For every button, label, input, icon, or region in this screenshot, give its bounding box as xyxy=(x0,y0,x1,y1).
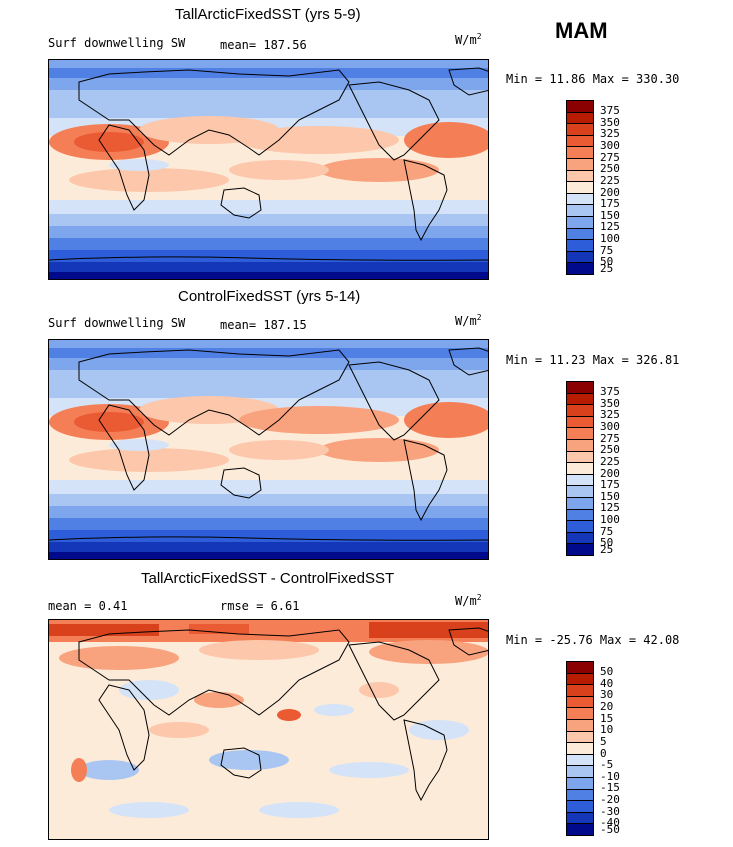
cbar-label: 100 xyxy=(600,513,620,526)
panel3-minmax: Min = -25.76 Max = 42.08 xyxy=(506,633,680,647)
cbar-label: 50 xyxy=(600,255,614,268)
cbar-label: 250 xyxy=(600,443,620,456)
cbar-label: 325 xyxy=(600,127,620,140)
cbar-label: 350 xyxy=(600,397,620,410)
cbar-label: 75 xyxy=(600,244,614,257)
cbar-label: 150 xyxy=(600,209,620,222)
season-label: MAM xyxy=(555,18,608,43)
panel1-variable-label: Surf downwelling SW xyxy=(48,36,186,50)
cbar-label: 125 xyxy=(600,220,620,233)
panel3-units: W/m2 xyxy=(455,593,482,608)
cbar-label: 20 xyxy=(600,700,614,713)
cbar-label: 50 xyxy=(600,665,614,678)
panel1-colorbar xyxy=(566,100,594,275)
cbar-label: 200 xyxy=(600,467,620,480)
cbar-label: 350 xyxy=(600,116,620,129)
panel1-minmax: Min = 11.86 Max = 330.30 xyxy=(506,72,680,86)
cbar-label: 10 xyxy=(600,723,614,736)
panel3-mean: mean = 0.41 xyxy=(48,599,128,613)
panel2-mean: mean= 187.15 xyxy=(220,318,307,332)
panel2-title: ControlFixedSST (yrs 5-14) xyxy=(178,288,361,305)
panel1-mean: mean= 187.56 xyxy=(220,38,307,52)
panel1-map xyxy=(48,59,489,280)
panel2-colorbar xyxy=(566,381,594,556)
cbar-label: 275 xyxy=(600,151,620,164)
cbar-label: 375 xyxy=(600,104,620,117)
cbar-label: 250 xyxy=(600,162,620,175)
panel2-variable-label: Surf downwelling SW xyxy=(48,316,186,330)
cbar-label: 100 xyxy=(600,232,620,245)
cbar-label: 50 xyxy=(600,536,614,549)
panel3-colorbar xyxy=(566,661,594,836)
panel2-map xyxy=(48,339,489,560)
panel1-map-svg xyxy=(49,60,488,279)
cbar-label: 375 xyxy=(600,385,620,398)
panel1-units: W/m2 xyxy=(455,32,482,47)
cbar-label: 300 xyxy=(600,420,620,433)
cbar-label: 40 xyxy=(600,677,614,690)
cbar-label: -50 xyxy=(600,823,620,836)
cbar-label: 275 xyxy=(600,432,620,445)
cbar-label: -5 xyxy=(600,758,614,771)
panel3-map-svg xyxy=(49,620,488,839)
panel1-title: TallArcticFixedSST (yrs 5-9) xyxy=(175,6,361,23)
cbar-label: -40 xyxy=(600,816,620,829)
cbar-label: 325 xyxy=(600,408,620,421)
cbar-label: 15 xyxy=(600,712,614,725)
cbar-label: 75 xyxy=(600,525,614,538)
cbar-label: 200 xyxy=(600,186,620,199)
panel3-map xyxy=(48,619,489,840)
cbar-label: -10 xyxy=(600,770,620,783)
cbar-label: 175 xyxy=(600,197,620,210)
panel2-units: W/m2 xyxy=(455,313,482,328)
cbar-label: 300 xyxy=(600,139,620,152)
cbar-label: 225 xyxy=(600,455,620,468)
cbar-label: 150 xyxy=(600,490,620,503)
cbar-label: 225 xyxy=(600,174,620,187)
cbar-label: 0 xyxy=(600,747,607,760)
panel3-rmse: rmse = 6.61 xyxy=(220,599,300,613)
cbar-label: 30 xyxy=(600,688,614,701)
panel2-map-svg xyxy=(49,340,488,559)
cbar-label: -20 xyxy=(600,793,620,806)
cbar-label: 175 xyxy=(600,478,620,491)
panel3-title: TallArcticFixedSST - ControlFixedSST xyxy=(141,570,395,587)
cbar-label: -30 xyxy=(600,805,620,818)
cbar-label: 5 xyxy=(600,735,607,748)
cbar-label: 25 xyxy=(600,543,614,556)
panel2-minmax: Min = 11.23 Max = 326.81 xyxy=(506,353,680,367)
cbar-label: -15 xyxy=(600,781,620,794)
cbar-label: 125 xyxy=(600,501,620,514)
cbar-label: 25 xyxy=(600,262,614,275)
